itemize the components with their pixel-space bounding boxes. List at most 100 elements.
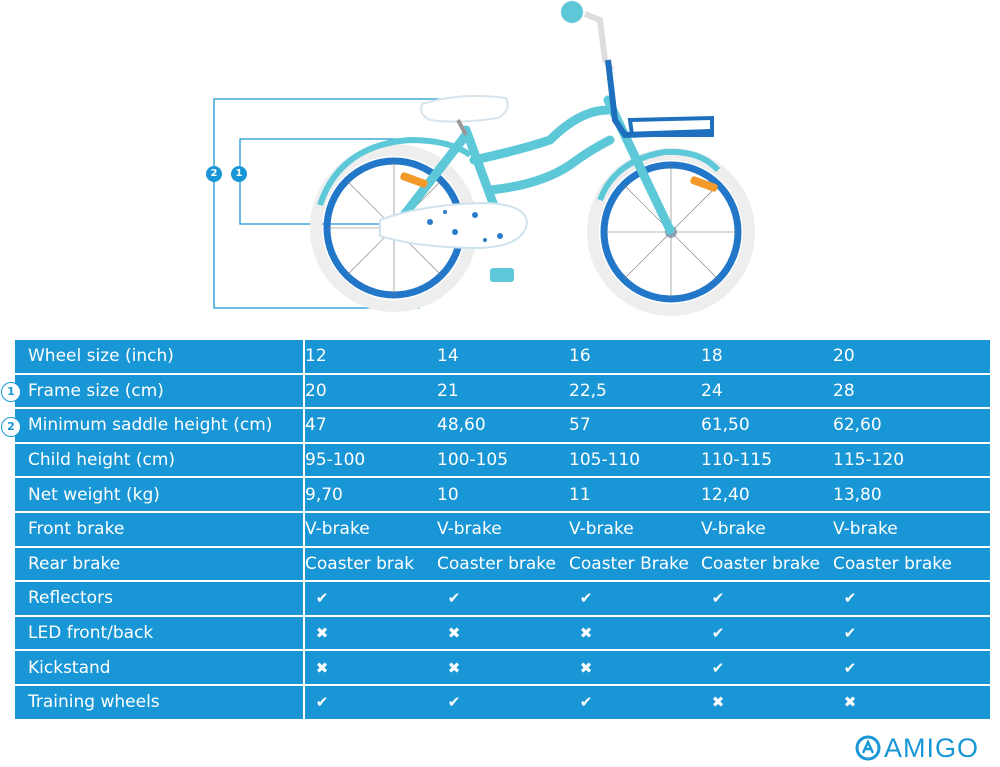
amigo-logo-icon [855, 735, 881, 761]
table-cell: ✔ [437, 685, 569, 719]
cross-icon: ✖ [711, 693, 725, 712]
table-cell: Coaster brake [437, 547, 569, 581]
table-row: Net weight (kg) 9,70 10 11 12,40 13,80 [15, 478, 990, 511]
cross-icon: ✖ [843, 693, 857, 712]
check-icon: ✔ [843, 624, 857, 643]
brand-logo: AMIGO [855, 733, 979, 763]
table-cell: V-brake [437, 512, 569, 546]
table-cell: 62,60 [833, 409, 990, 442]
bike-illustration [213, 1, 755, 316]
table-cell: ✔ [437, 582, 569, 615]
table-row: Minimum saddle height (cm) 47 48,60 57 61,50… [15, 409, 990, 442]
bike-figure: 2 1 [0, 0, 1000, 330]
check-icon: ✔ [711, 624, 725, 643]
check-icon: ✔ [315, 693, 329, 712]
table-cell: Coaster Brake [569, 547, 701, 581]
table-cell: ✖ [701, 685, 833, 719]
table-cell: 12 [305, 340, 437, 373]
cross-icon: ✖ [447, 658, 461, 677]
table-cell: 12,40 [701, 478, 833, 511]
table-cell: 28 [833, 374, 990, 408]
pedal [490, 268, 514, 282]
chain-guard-stars [427, 210, 503, 242]
row-label: Net weight (kg) [15, 478, 305, 511]
cross-icon: ✖ [579, 624, 593, 643]
table-cell: ✔ [305, 582, 437, 615]
bell [561, 1, 583, 23]
row-label: Front brake [15, 512, 305, 546]
table-cell: Coaster brake [701, 547, 833, 581]
table-cell: ✖ [437, 616, 569, 650]
row-label: LED front/back [15, 616, 305, 650]
row-label: Kickstand [15, 651, 305, 684]
saddle-height-badge-row: 2 [1, 417, 21, 437]
table-cell: 22,5 [569, 374, 701, 408]
row-label: Wheel size (inch) [15, 340, 305, 373]
chain-guard [379, 201, 529, 250]
cross-icon: ✖ [579, 658, 593, 677]
row-label: Child height (cm) [15, 443, 305, 477]
table-cell: ✔ [833, 582, 990, 615]
check-icon: ✔ [579, 589, 593, 608]
table-cell: Coaster brake [833, 547, 990, 581]
table-cell: ✖ [569, 651, 701, 684]
table-cell: ✔ [701, 651, 833, 684]
table-cell: 115-120 [833, 443, 990, 477]
table-cell: 95-100 [305, 443, 437, 477]
table-cell: V-brake [305, 512, 437, 546]
table-cell: 20 [833, 340, 990, 373]
table-row: Reflectors ✔ ✔ ✔ ✔ ✔ [15, 582, 990, 615]
table-row: Training wheels ✔ ✔ ✔ ✖ ✖ [15, 685, 990, 719]
table-cell: ✖ [569, 616, 701, 650]
check-icon: ✔ [447, 589, 461, 608]
table-cell: ✔ [701, 582, 833, 615]
table-cell: 100-105 [437, 443, 569, 477]
table-row: Kickstand ✖ ✖ ✖ ✔ ✔ [15, 651, 990, 684]
table-cell: V-brake [701, 512, 833, 546]
table-row: Child height (cm) 95-100 100-105 105-110 110… [15, 443, 990, 477]
table-cell: ✔ [833, 616, 990, 650]
table-cell: 57 [569, 409, 701, 442]
frame-size-badge: 1 [231, 166, 247, 182]
check-icon: ✔ [711, 589, 725, 608]
table-cell: ✖ [305, 616, 437, 650]
check-icon: ✔ [843, 658, 857, 677]
table-row: Frame size (cm) 20 21 22,5 24 28 [15, 374, 990, 408]
table-cell: 10 [437, 478, 569, 511]
table-cell: 11 [569, 478, 701, 511]
table-row: Rear brake Coaster brak Coaster brake Coast… [15, 547, 990, 581]
check-icon: ✔ [315, 589, 329, 608]
logo-text: AMIGO [884, 732, 980, 763]
table-cell: 14 [437, 340, 569, 373]
table-cell: Coaster brak [305, 547, 437, 581]
check-icon: ✔ [843, 589, 857, 608]
table-row: LED front/back ✖ ✖ ✖ ✔ ✔ [15, 616, 990, 650]
table-row: Wheel size (inch) 12 14 16 18 20 [15, 340, 990, 373]
table-cell: ✖ [833, 685, 990, 719]
spec-table: Wheel size (inch) 12 14 16 18 20 Frame size (c… [15, 338, 990, 721]
row-label: Minimum saddle height (cm) [15, 409, 305, 442]
table-cell: ✔ [701, 616, 833, 650]
row-label: Training wheels [15, 685, 305, 719]
table-cell: 24 [701, 374, 833, 408]
table-cell: 47 [305, 409, 437, 442]
row-label: Frame size (cm) [15, 374, 305, 408]
row-label: Rear brake [15, 547, 305, 581]
frame-size-badge-row: 1 [1, 382, 21, 402]
row-label: Reflectors [15, 582, 305, 615]
check-icon: ✔ [579, 693, 593, 712]
table-cell: ✔ [833, 651, 990, 684]
table-cell: ✔ [569, 685, 701, 719]
table-cell: 105-110 [569, 443, 701, 477]
table-cell: 61,50 [701, 409, 833, 442]
table-cell: 110-115 [701, 443, 833, 477]
table-row: Front brake V-brake V-brake V-brake V-brake V… [15, 512, 990, 546]
table-cell: ✔ [569, 582, 701, 615]
front-reflector [690, 176, 718, 192]
table-cell: V-brake [569, 512, 701, 546]
saddle-height-line [213, 98, 449, 309]
cross-icon: ✖ [315, 624, 329, 643]
table-cell: 9,70 [305, 478, 437, 511]
table-cell: 18 [701, 340, 833, 373]
table-cell: 48,60 [437, 409, 569, 442]
